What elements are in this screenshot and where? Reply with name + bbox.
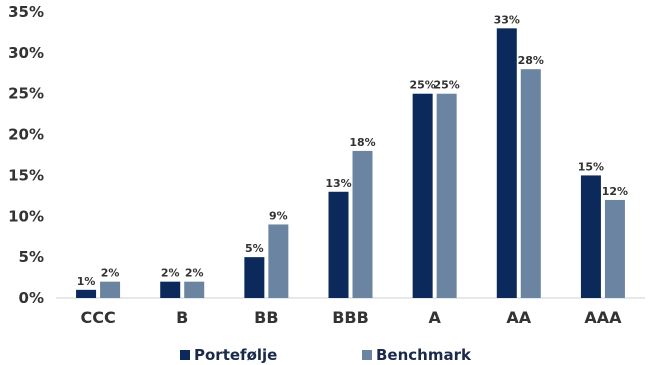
bar-portfolio-b — [160, 281, 181, 298]
data-label-benchmark-bb: 9% — [269, 209, 288, 222]
x-axis-categories: CCC B BB BBB A AA AAA — [80, 308, 622, 327]
data-label-portfolio-b: 2% — [161, 267, 180, 280]
bar-benchmark-aaa — [604, 199, 625, 298]
y-axis-ticks: 0% 5% 10% 15% 20% 25% 30% 35% — [8, 3, 44, 307]
bar-benchmark-bbb — [352, 150, 373, 298]
x-category-label: BBB — [332, 308, 369, 327]
bar-benchmark-a — [436, 93, 457, 298]
x-category-label: BB — [254, 308, 278, 327]
legend: Portefølje Benchmark — [180, 346, 472, 364]
x-category-label: B — [176, 308, 188, 327]
y-tick-label: 20% — [8, 126, 44, 144]
data-label-portfolio-a: 25% — [409, 79, 435, 92]
legend-label-benchmark: Benchmark — [376, 346, 472, 364]
legend-swatch-benchmark — [362, 350, 372, 360]
bar-portfolio-bb — [244, 257, 265, 298]
bar-benchmark-bb — [268, 224, 289, 298]
y-tick-label: 0% — [19, 289, 44, 307]
data-label-portfolio-aa: 33% — [494, 13, 520, 26]
y-tick-label: 30% — [8, 44, 44, 62]
x-category-label: AAA — [584, 308, 622, 327]
data-label-benchmark-b: 2% — [185, 267, 204, 280]
data-label-benchmark-aa: 28% — [518, 54, 544, 67]
y-tick-label: 15% — [8, 166, 44, 184]
y-tick-label: 10% — [8, 207, 44, 225]
bar-portfolio-aa — [496, 28, 517, 298]
y-tick-label: 25% — [8, 85, 44, 103]
y-tick-label: 35% — [8, 3, 44, 21]
bars-layer — [76, 28, 625, 298]
y-tick-label: 5% — [19, 248, 44, 266]
bar-benchmark-aa — [520, 69, 541, 298]
bar-benchmark-b — [184, 281, 205, 298]
data-label-portfolio-bb: 5% — [245, 242, 264, 255]
bar-portfolio-ccc — [76, 289, 97, 298]
bar-benchmark-ccc — [100, 281, 121, 298]
data-label-benchmark-aaa: 12% — [602, 185, 628, 198]
x-category-label: A — [428, 308, 441, 327]
data-label-benchmark-ccc: 2% — [101, 267, 120, 280]
data-label-benchmark-a: 25% — [433, 79, 459, 92]
bar-portfolio-bbb — [328, 191, 349, 298]
data-labels-layer: 1% 2% 2% 2% 5% 9% 13% 18% 25%25% 33% 28% 15% 12% — [77, 13, 628, 287]
data-label-portfolio-bbb: 13% — [325, 177, 351, 190]
bar-portfolio-aaa — [580, 175, 601, 298]
x-category-label: AA — [506, 308, 531, 327]
data-label-portfolio-aaa: 15% — [578, 160, 604, 173]
legend-label-portfolio: Portefølje — [194, 346, 277, 364]
legend-swatch-portfolio — [180, 350, 190, 360]
x-category-label: CCC — [80, 308, 115, 327]
data-label-portfolio-ccc: 1% — [77, 275, 96, 288]
bar-portfolio-a — [412, 93, 433, 298]
data-label-benchmark-bbb: 18% — [349, 136, 375, 149]
